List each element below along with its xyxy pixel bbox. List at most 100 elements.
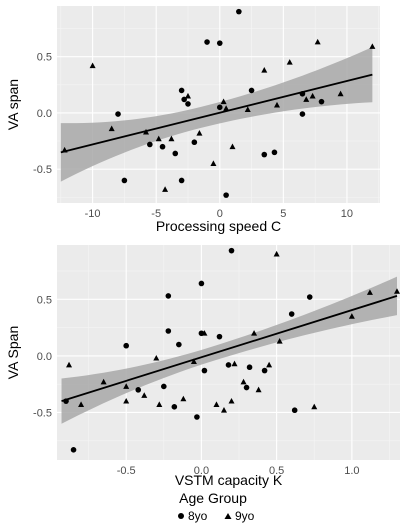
y-tick-label: 0.5 [37, 294, 52, 306]
point-9yo [273, 250, 280, 257]
x-tick-label: 0.5 [269, 465, 284, 477]
top-panel: -10 -5 0 5 10 0.50.0-0.5 Processing speed C … [5, 6, 380, 234]
point-8yo [70, 447, 77, 453]
y-tick-label: 0.5 [37, 52, 52, 64]
point-9yo [141, 392, 148, 398]
point-9yo [100, 378, 107, 385]
point-8yo [299, 91, 306, 97]
x-tick-label: -10 [85, 208, 101, 220]
point-8yo [216, 40, 223, 46]
point-8yo [246, 364, 253, 371]
point-9yo [168, 135, 175, 142]
point-9yo [220, 98, 227, 105]
point-9yo [61, 146, 68, 153]
point-8yo [228, 247, 235, 254]
top-regression-line [60, 73, 373, 154]
point-9yo [229, 143, 236, 150]
point-8yo [198, 280, 205, 287]
point-8yo [271, 149, 278, 156]
point-8yo [201, 367, 208, 374]
point-8yo [185, 101, 191, 107]
point-9yo [286, 59, 293, 65]
point-9yo [123, 397, 130, 404]
point-8yo [225, 362, 232, 368]
point-9yo [89, 62, 96, 69]
point-9yo [180, 395, 187, 402]
bottom-x-tick-labels: -0.5 0.0 0.5 1.0 [117, 465, 360, 477]
point-8yo [147, 141, 153, 148]
point-9yo [143, 128, 150, 135]
point-8yo [261, 151, 268, 158]
point-8yo [194, 414, 200, 420]
legend-triangle-icon [224, 513, 232, 519]
point-9yo [337, 90, 344, 97]
point-8yo [191, 139, 198, 146]
top-x-axis-title: Processing speed C [156, 218, 281, 234]
point-8yo [176, 341, 182, 348]
top-x-tick-labels: -10 -5 0 5 10 [85, 208, 353, 220]
x-tick-label: 1.0 [344, 465, 359, 477]
point-9yo [231, 360, 238, 367]
x-tick-label: 10 [341, 208, 353, 220]
point-8yo [299, 111, 306, 117]
point-8yo [63, 398, 69, 404]
point-9yo [228, 397, 235, 404]
point-9yo [184, 92, 191, 99]
point-9yo [303, 96, 310, 102]
y-tick-label: -0.5 [33, 407, 52, 419]
bottom-panel: -0.5 0.0 0.5 1.0 0.5 0.0 -0.5 VSTM capacity K… [5, 245, 400, 488]
x-tick-label: 0 [217, 208, 223, 220]
x-tick-label: -0.5 [117, 465, 136, 477]
point-8yo [288, 311, 295, 317]
x-tick-label: 5 [280, 208, 286, 220]
bottom-panel-grid [57, 245, 400, 460]
bottom-confidence-band [61, 276, 397, 424]
point-9yo [156, 401, 163, 407]
point-8yo [216, 104, 223, 111]
point-9yo [366, 289, 373, 295]
point-8yo [172, 150, 179, 157]
point-9yo [311, 403, 318, 410]
x-tick-label: 0.0 [194, 465, 209, 477]
point-8yo [261, 367, 268, 374]
point-9yo [155, 135, 162, 142]
point-8yo [171, 404, 178, 410]
point-9yo [213, 401, 220, 407]
point-9yo [266, 361, 273, 368]
point-9yo [162, 186, 169, 192]
point-8yo [291, 407, 298, 414]
point-9yo [273, 101, 280, 108]
point-8yo [165, 293, 172, 299]
point-9yo [190, 358, 197, 364]
point-9yo [123, 383, 130, 389]
point-8yo [243, 384, 250, 391]
point-8yo [216, 333, 223, 340]
legend-circle-icon [178, 513, 184, 519]
point-9yo [261, 66, 268, 73]
point-9yo [210, 160, 217, 166]
point-9yo [369, 43, 376, 49]
point-8yo [318, 98, 325, 105]
point-8yo [135, 387, 142, 393]
point-8yo [236, 8, 242, 15]
point-9yo [196, 130, 203, 136]
top-y-axis-title: VA span [5, 79, 21, 130]
point-9yo [78, 401, 85, 407]
point-8yo [204, 39, 210, 45]
point-8yo [115, 111, 121, 117]
y-tick-label: -0.5 [33, 164, 52, 176]
bottom-regression-line [61, 295, 398, 403]
point-9yo [223, 105, 230, 111]
point-8yo [123, 342, 130, 349]
point-8yo [165, 328, 172, 334]
point-8yo [223, 192, 229, 198]
point-8yo [121, 177, 128, 184]
point-9yo [240, 378, 247, 385]
top-data-points [61, 8, 376, 198]
legend-label-9yo: 9yo [235, 509, 255, 523]
legend: Age Group 8yo 9yo [178, 490, 255, 523]
point-8yo [306, 294, 313, 300]
bottom-data-points [63, 247, 400, 453]
point-9yo [66, 361, 73, 368]
point-9yo [201, 330, 208, 336]
